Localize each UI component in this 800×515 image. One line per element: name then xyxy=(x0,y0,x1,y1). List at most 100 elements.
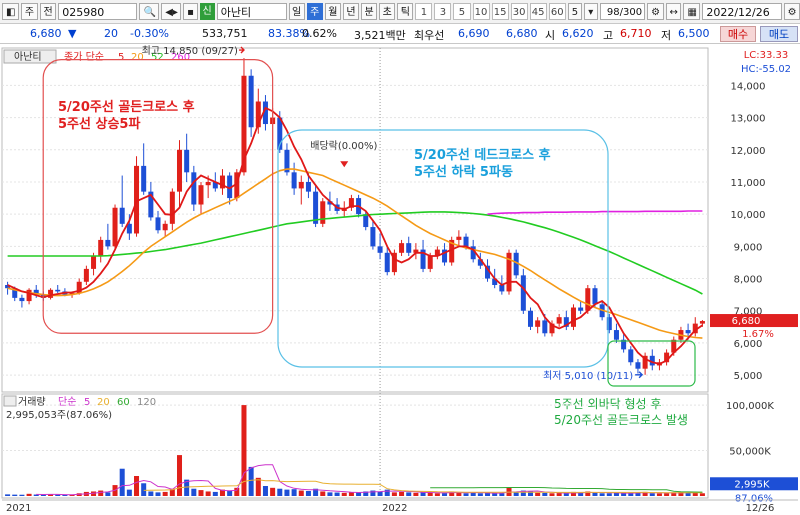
lock-icon[interactable]: ▪ xyxy=(183,3,198,20)
trough-label: 최저 5,010 (10/11) xyxy=(543,370,633,382)
candle xyxy=(377,246,383,253)
volume-bar xyxy=(420,492,426,496)
high-price: 6,710 xyxy=(620,27,652,40)
screen-menu-icon[interactable]: ◧ xyxy=(2,3,19,20)
candle xyxy=(470,246,476,260)
candle xyxy=(48,289,54,298)
period-minute[interactable]: 분 xyxy=(361,3,378,20)
period-week[interactable]: 주 xyxy=(306,3,323,20)
current-pct-label: 1.67% xyxy=(742,329,774,340)
box-bottom xyxy=(607,340,696,387)
volume-legend-ma-period: 5 xyxy=(84,397,90,408)
current-price: 6,680 xyxy=(30,27,62,40)
candle xyxy=(513,252,519,276)
volume-bar xyxy=(406,492,412,496)
candle xyxy=(692,323,698,334)
peak-label: 최고 14,850 (09/27) xyxy=(142,45,238,57)
volume-bar xyxy=(126,489,132,496)
period-second[interactable]: 초 xyxy=(379,3,396,20)
display-count[interactable]: 98/300 xyxy=(599,3,646,20)
legend-box xyxy=(3,49,57,64)
interval-select[interactable]: 5 xyxy=(567,3,582,20)
candle xyxy=(313,191,319,224)
volume-legend-ma-period: 120 xyxy=(137,397,156,408)
volume-bar xyxy=(463,493,469,496)
volume-bar xyxy=(141,483,147,496)
volume-bar xyxy=(277,488,283,496)
interval-15[interactable]: 15 xyxy=(491,3,509,20)
period-tick[interactable]: 틱 xyxy=(397,3,414,20)
sound-icon[interactable]: ◀▸ xyxy=(161,3,182,20)
interval-10[interactable]: 10 xyxy=(472,3,490,20)
volume-bar xyxy=(191,488,197,496)
volume-bar xyxy=(485,492,491,496)
candle xyxy=(699,321,705,324)
credit-badge: 신 xyxy=(199,3,215,20)
buy-button[interactable]: 매수 xyxy=(720,26,756,42)
interval-30[interactable]: 30 xyxy=(510,3,528,20)
search-icon[interactable]: 🔍 xyxy=(139,3,160,20)
dividend-label: 배당락(0.00%) xyxy=(310,140,377,152)
change-value: 20 xyxy=(104,27,118,40)
candle xyxy=(535,320,541,327)
stock-chart[interactable]: 14,000 13,000 12,000 11,000 10,000 9,000 8,000… xyxy=(0,44,800,515)
price-axis-label: 6,000 xyxy=(734,339,763,350)
ma5-line xyxy=(7,106,703,365)
current-volume-pct: 87.06% xyxy=(735,493,773,504)
chevron-down-icon[interactable]: ▾ xyxy=(583,3,598,20)
candle xyxy=(427,256,433,269)
expand-icon[interactable]: ↔ xyxy=(665,3,682,20)
sell-button[interactable]: 매도 xyxy=(760,26,798,42)
volume-bar xyxy=(399,491,405,496)
lc-label: LC:33.33 xyxy=(744,50,789,61)
current-price-marker-label: 6,680 xyxy=(732,316,761,327)
candle xyxy=(305,181,311,192)
volume-legend-ma-label: 단순 xyxy=(58,396,76,408)
volume-bar xyxy=(327,492,333,496)
period-day[interactable]: 일 xyxy=(288,3,305,20)
interval-3[interactable]: 3 xyxy=(434,3,452,20)
gear-icon[interactable]: ⚙ xyxy=(783,3,800,20)
interval-60[interactable]: 60 xyxy=(548,3,566,20)
candle xyxy=(155,217,161,231)
period-year[interactable]: 년 xyxy=(342,3,360,20)
price-legend-name: 아난티 xyxy=(14,51,42,63)
candle xyxy=(606,317,612,331)
volume-bar xyxy=(348,492,354,496)
price-axis-label: 11,000 xyxy=(731,178,766,189)
candle xyxy=(148,191,154,218)
volume-bar xyxy=(341,492,347,496)
volume-bar xyxy=(19,494,25,496)
calendar-icon[interactable]: ▦ xyxy=(683,3,701,20)
volume-bar xyxy=(456,492,462,496)
interval-1[interactable]: 1 xyxy=(415,3,433,20)
market-select[interactable]: 주 xyxy=(20,3,38,20)
candle xyxy=(348,198,354,208)
date-input[interactable]: 2022/12/26 xyxy=(702,3,782,20)
volume-panel xyxy=(1,393,709,499)
volume-bar xyxy=(155,492,161,496)
candle xyxy=(585,288,591,311)
volume-bar xyxy=(212,491,218,496)
stock-code-input[interactable]: 025980 xyxy=(58,3,138,20)
volume-bar xyxy=(649,493,655,496)
candle xyxy=(141,165,147,192)
settings-icon[interactable]: ⚙ xyxy=(647,3,664,20)
type-select[interactable]: 전 xyxy=(39,3,57,20)
interval-5[interactable]: 5 xyxy=(453,3,471,20)
volume-bar xyxy=(685,492,691,496)
low-price: 6,500 xyxy=(678,27,710,40)
period-month[interactable]: 월 xyxy=(324,3,341,20)
volume-bar xyxy=(176,455,183,496)
candle xyxy=(406,243,412,253)
candle xyxy=(442,249,448,263)
interval-45[interactable]: 45 xyxy=(529,3,547,20)
volume-bar xyxy=(33,494,39,496)
candle xyxy=(134,165,140,234)
candle xyxy=(191,172,197,205)
volume-bar xyxy=(585,491,591,496)
volume-legend-box xyxy=(3,395,17,407)
best-ask: 6,690 xyxy=(458,27,490,40)
candle xyxy=(391,252,397,273)
candle xyxy=(298,181,304,189)
